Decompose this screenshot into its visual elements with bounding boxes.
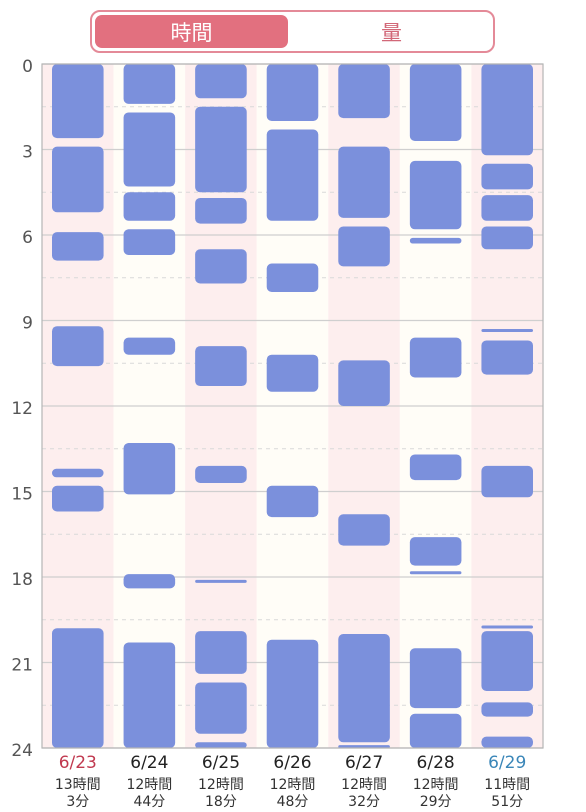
sleep-block bbox=[123, 112, 176, 187]
plot-frame bbox=[41, 63, 544, 749]
sleep-block bbox=[123, 574, 176, 589]
sleep-block bbox=[338, 360, 390, 406]
total-minutes-label: 32分 bbox=[348, 794, 380, 810]
sleep-block bbox=[123, 192, 176, 221]
sleep-block bbox=[481, 195, 533, 221]
sleep-block bbox=[338, 514, 390, 546]
total-minutes-label: 51分 bbox=[491, 794, 523, 810]
total-minutes-label: 44分 bbox=[133, 794, 165, 810]
sleep-block bbox=[266, 639, 319, 748]
y-tick-label: 21 bbox=[11, 656, 33, 676]
sleep-block bbox=[409, 537, 462, 566]
sleep-block bbox=[123, 443, 176, 495]
sleep-block bbox=[195, 465, 247, 483]
y-tick-label: 9 bbox=[22, 314, 33, 334]
sleep-block bbox=[266, 263, 319, 292]
total-minutes-label: 3分 bbox=[66, 794, 89, 810]
sleep-block bbox=[409, 454, 462, 481]
sleep-block bbox=[123, 64, 176, 104]
sleep-block bbox=[409, 237, 462, 244]
sleep-block bbox=[52, 326, 104, 367]
sleep-block bbox=[195, 682, 247, 734]
total-hours-label: 12時間 bbox=[413, 777, 459, 793]
y-tick-label: 3 bbox=[22, 143, 33, 163]
amount-tab[interactable]: 量 bbox=[381, 20, 402, 45]
total-hours-label: 13時間 bbox=[55, 777, 101, 793]
total-hours-label: 12時間 bbox=[198, 777, 244, 793]
date-label: 6/23 bbox=[59, 753, 97, 773]
sleep-block bbox=[409, 648, 462, 709]
date-label: 6/24 bbox=[130, 753, 168, 773]
y-tick-label: 18 bbox=[11, 570, 33, 590]
sleep-block bbox=[481, 340, 533, 375]
sleep-block bbox=[409, 337, 462, 378]
sleep-block bbox=[481, 631, 533, 691]
sleep-block bbox=[195, 197, 247, 224]
total-hours-label: 12時間 bbox=[270, 777, 316, 793]
date-label: 6/29 bbox=[488, 753, 526, 773]
sleep-block bbox=[338, 226, 390, 267]
sleep-block bbox=[481, 465, 533, 498]
sleep-block bbox=[52, 146, 104, 213]
sleep-block bbox=[481, 702, 533, 717]
sleep-block bbox=[195, 579, 247, 583]
sleep-block bbox=[52, 64, 104, 139]
total-minutes-label: 48分 bbox=[277, 794, 309, 810]
sleep-block bbox=[123, 642, 176, 748]
date-label: 6/25 bbox=[202, 753, 240, 773]
total-hours-label: 12時間 bbox=[126, 777, 172, 793]
y-tick-label: 6 bbox=[22, 228, 33, 248]
sleep-block bbox=[481, 736, 533, 748]
y-tick-label: 0 bbox=[22, 57, 33, 77]
sleep-block bbox=[266, 129, 319, 221]
sleep-block bbox=[52, 485, 104, 512]
date-label: 6/27 bbox=[345, 753, 383, 773]
total-minutes-label: 18分 bbox=[205, 794, 237, 810]
sleep-block bbox=[52, 232, 104, 261]
sleep-block bbox=[338, 634, 390, 743]
sleep-block bbox=[266, 354, 319, 392]
sleep-block bbox=[52, 628, 104, 748]
mode-toggle: 時間 量 bbox=[90, 10, 495, 53]
sleep-block bbox=[52, 468, 104, 478]
sleep-block bbox=[481, 163, 533, 190]
sleep-block bbox=[195, 249, 247, 284]
sleep-block bbox=[195, 64, 247, 99]
sleep-block bbox=[409, 571, 462, 575]
sleep-block bbox=[409, 713, 462, 748]
sleep-block bbox=[481, 625, 533, 629]
sleep-block bbox=[409, 160, 462, 230]
sleep-block bbox=[481, 329, 533, 333]
date-label: 6/28 bbox=[417, 753, 455, 773]
sleep-block bbox=[481, 226, 533, 250]
sleep-block bbox=[409, 64, 462, 141]
sleep-block bbox=[195, 631, 247, 674]
y-tick-label: 15 bbox=[11, 485, 33, 505]
y-tick-label: 24 bbox=[11, 741, 33, 761]
sleep-block bbox=[123, 337, 176, 355]
sleep-block bbox=[338, 64, 390, 119]
sleep-block bbox=[195, 106, 247, 193]
sleep-block bbox=[195, 742, 247, 748]
sleep-block bbox=[123, 229, 176, 255]
sleep-block bbox=[195, 346, 247, 387]
sleep-block bbox=[266, 64, 319, 121]
date-label: 6/26 bbox=[273, 753, 311, 773]
y-tick-label: 12 bbox=[11, 399, 33, 419]
total-minutes-label: 29分 bbox=[420, 794, 452, 810]
sleep-block bbox=[266, 485, 319, 518]
time-tab[interactable]: 時間 bbox=[95, 15, 288, 48]
total-hours-label: 11時間 bbox=[484, 777, 530, 793]
sleep-block bbox=[481, 64, 533, 156]
sleep-block bbox=[338, 146, 390, 218]
total-hours-label: 12時間 bbox=[341, 777, 387, 793]
